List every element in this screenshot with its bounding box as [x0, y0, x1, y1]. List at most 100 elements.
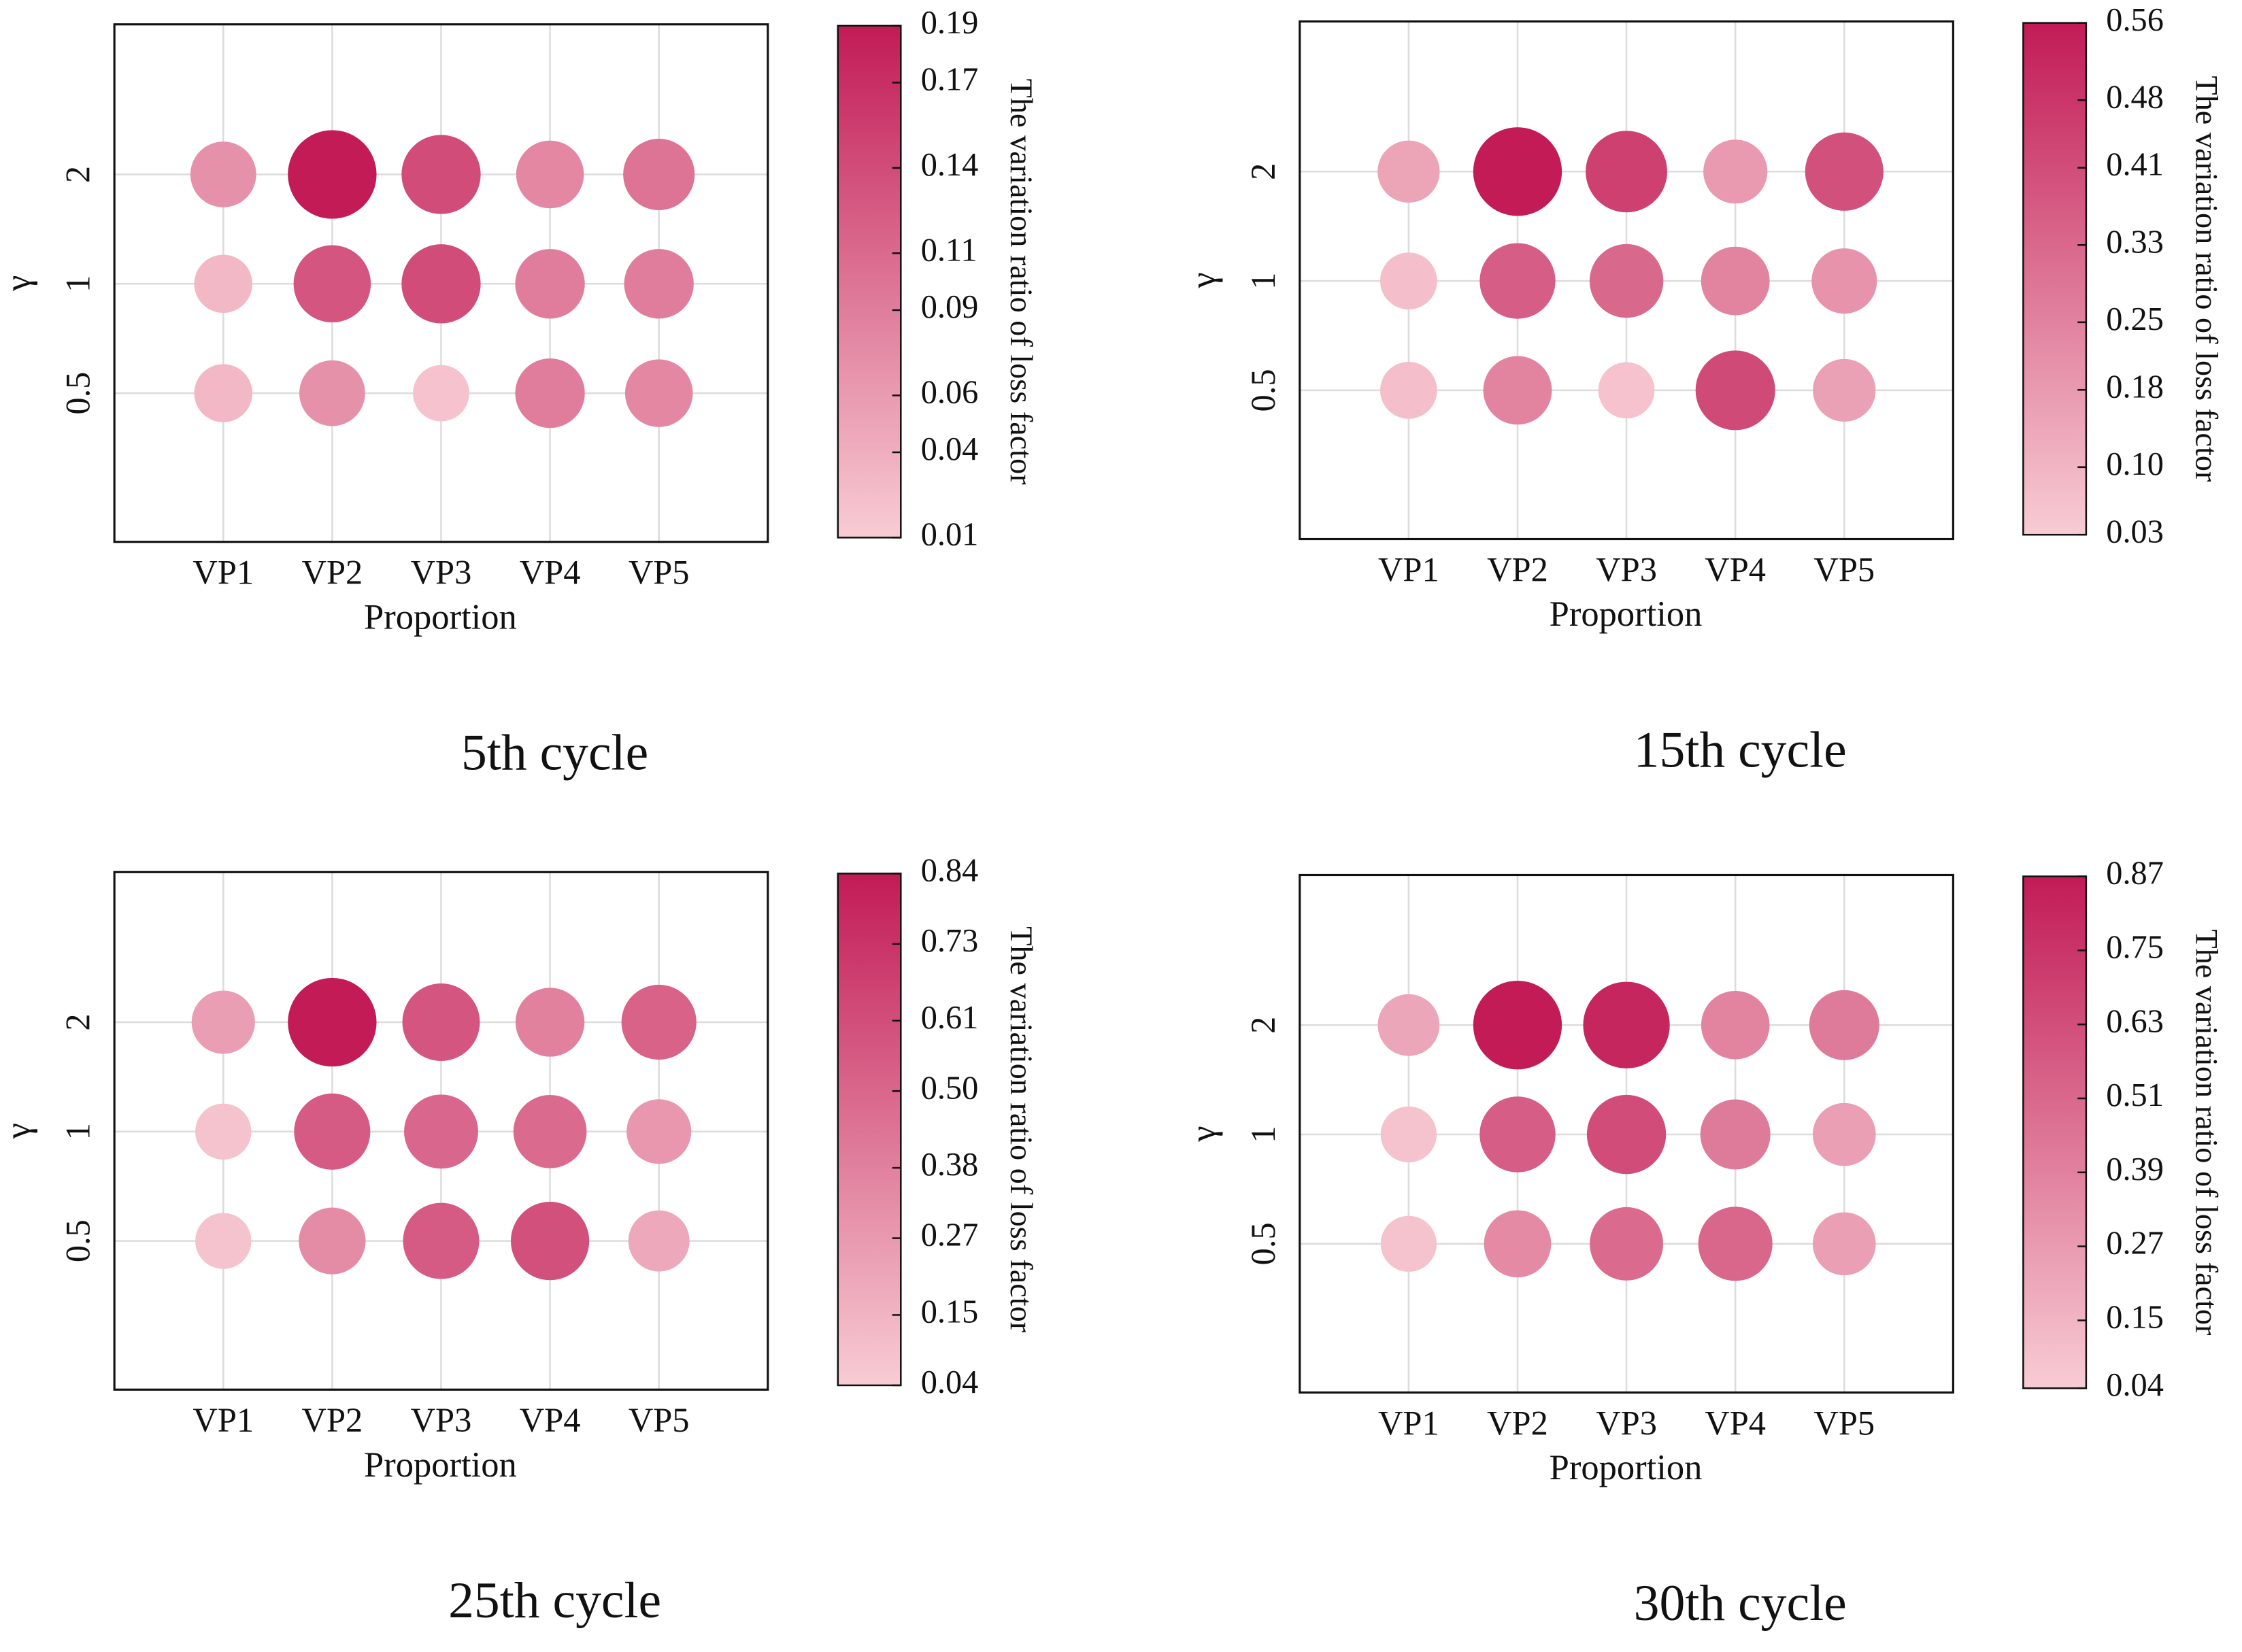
bubble: [1811, 248, 1877, 314]
bubble: [510, 1202, 590, 1281]
bubble: [401, 244, 481, 324]
bubble: [1813, 358, 1876, 422]
bubble: [1805, 132, 1884, 211]
colorbar-label: The variation ratio of loss factor: [1003, 79, 1038, 485]
bubble: [1380, 362, 1437, 419]
colorbar-tick-label: 0.19: [921, 5, 979, 41]
colorbar-tick-label: 0.04: [921, 431, 979, 467]
bubble: [1698, 1207, 1773, 1281]
x-tick-label: VP1: [1378, 551, 1439, 589]
bubble: [1700, 1099, 1771, 1170]
x-tick-label: VP5: [629, 1401, 690, 1439]
bubble: [1703, 139, 1768, 204]
bubble: [513, 1094, 587, 1168]
plot-frame: [1299, 20, 1954, 541]
panel: VP1 VP2 VP3 VP4 VP5 0.5 1 2 Proportion γ 25th cycl…: [0, 852, 1038, 1629]
colorbar-tick-label: 0.63: [2106, 1003, 2164, 1039]
colorbar: [837, 24, 902, 539]
bubble: [1473, 981, 1562, 1070]
colorbar-tick-label: 0.56: [2106, 2, 2164, 38]
colorbar-tick-label: 0.48: [2106, 79, 2164, 115]
bubble: [515, 358, 585, 428]
x-tick-label: VP2: [1487, 551, 1548, 589]
bubble: [624, 359, 693, 427]
x-tick-label: VP4: [1705, 551, 1766, 589]
x-tick-label: VP4: [520, 554, 581, 592]
bubble: [403, 1202, 480, 1279]
y-tick-label: 2: [1244, 163, 1282, 180]
bubble: [1809, 990, 1879, 1060]
x-tick-label: VP5: [1813, 551, 1875, 589]
bubble: [1586, 1094, 1667, 1175]
colorbar-tick-label: 0.51: [2106, 1077, 2164, 1113]
y-tick-label: 2: [58, 166, 97, 183]
y-tick-label: 0.5: [1244, 1222, 1282, 1265]
colorbar-tick-label: 0.11: [921, 232, 977, 268]
bubble: [1473, 127, 1562, 216]
bubble: [1380, 1106, 1437, 1163]
x-tick-label: VP5: [1813, 1404, 1875, 1442]
colorbar-tick-label: 0.50: [921, 1070, 979, 1106]
bubble: [1483, 356, 1552, 425]
bubble: [1380, 1215, 1437, 1272]
colorbar-tick-label: 0.87: [2106, 856, 2164, 892]
bubble: [1701, 990, 1770, 1060]
bubble: [299, 1207, 366, 1275]
bubble: [626, 1099, 692, 1164]
x-tick-label: VP1: [193, 554, 254, 592]
colorbar-label: The variation ratio of loss factor: [1003, 926, 1038, 1332]
colorbar-tick-label: 0.03: [2106, 513, 2164, 550]
plot-frame: [113, 23, 769, 543]
colorbar-tick-label: 0.04: [921, 1364, 979, 1400]
x-tick-label: VP2: [302, 554, 363, 592]
bubble: [288, 130, 377, 219]
bubble: [1589, 243, 1664, 318]
colorbar-tick-label: 0.14: [921, 147, 979, 183]
x-axis-label: Proportion: [1550, 1448, 1703, 1487]
bubble: [1590, 1207, 1663, 1281]
colorbar-tick-label: 0.18: [2106, 369, 2164, 405]
bubble: [194, 364, 253, 422]
bubble: [515, 988, 585, 1057]
plot-frame: [113, 871, 769, 1391]
colorbar-tick-label: 0.06: [921, 374, 979, 410]
bubble: [1484, 1210, 1552, 1278]
colorbar-tick-label: 0.10: [2106, 446, 2164, 482]
bubble: [1695, 350, 1775, 431]
bubble: [1598, 362, 1655, 419]
bubble: [1479, 1096, 1556, 1173]
bubble: [1380, 252, 1437, 309]
y-axis-label: γ: [1184, 1126, 1223, 1142]
bubble: [195, 1103, 252, 1160]
bubble: [1583, 981, 1670, 1068]
bubble: [1812, 1102, 1876, 1166]
panel: VP1 VP2 VP3 VP4 VP5 0.5 1 2 Proportion γ 5th cycle…: [0, 5, 1038, 781]
colorbar-tick-label: 0.38: [921, 1147, 979, 1183]
colorbar-tick-label: 0.09: [921, 289, 979, 325]
x-tick-label: VP3: [411, 1401, 472, 1439]
colorbar-tick-label: 0.27: [2106, 1226, 2164, 1262]
colorbar-tick-label: 0.15: [921, 1294, 979, 1330]
colorbar-label: The variation ratio of loss factor: [2189, 75, 2224, 482]
bubble: [623, 138, 695, 211]
bubble: [195, 1213, 252, 1269]
x-tick-label: VP3: [1596, 551, 1657, 589]
y-tick-label: 0.5: [58, 1219, 97, 1262]
bubble: [516, 140, 584, 209]
bubble: [628, 1210, 690, 1272]
colorbar-tick-label: 0.33: [2106, 224, 2164, 260]
bubble: [191, 990, 255, 1054]
bubble: [402, 983, 480, 1061]
colorbar: [2022, 22, 2088, 536]
panel: VP1 VP2 VP3 VP4 VP5 0.5 1 2 Proportion γ 15th cycl…: [1184, 2, 2223, 779]
bubble: [1812, 1212, 1876, 1276]
y-tick-label: 1: [1244, 272, 1282, 289]
y-axis-label: γ: [1184, 272, 1223, 288]
bubble: [621, 984, 697, 1060]
colorbar-tick-label: 0.84: [921, 852, 979, 888]
bubble: [1377, 994, 1440, 1056]
colorbar-label: The variation ratio of loss factor: [2189, 929, 2224, 1335]
x-tick-label: VP4: [1705, 1404, 1766, 1442]
